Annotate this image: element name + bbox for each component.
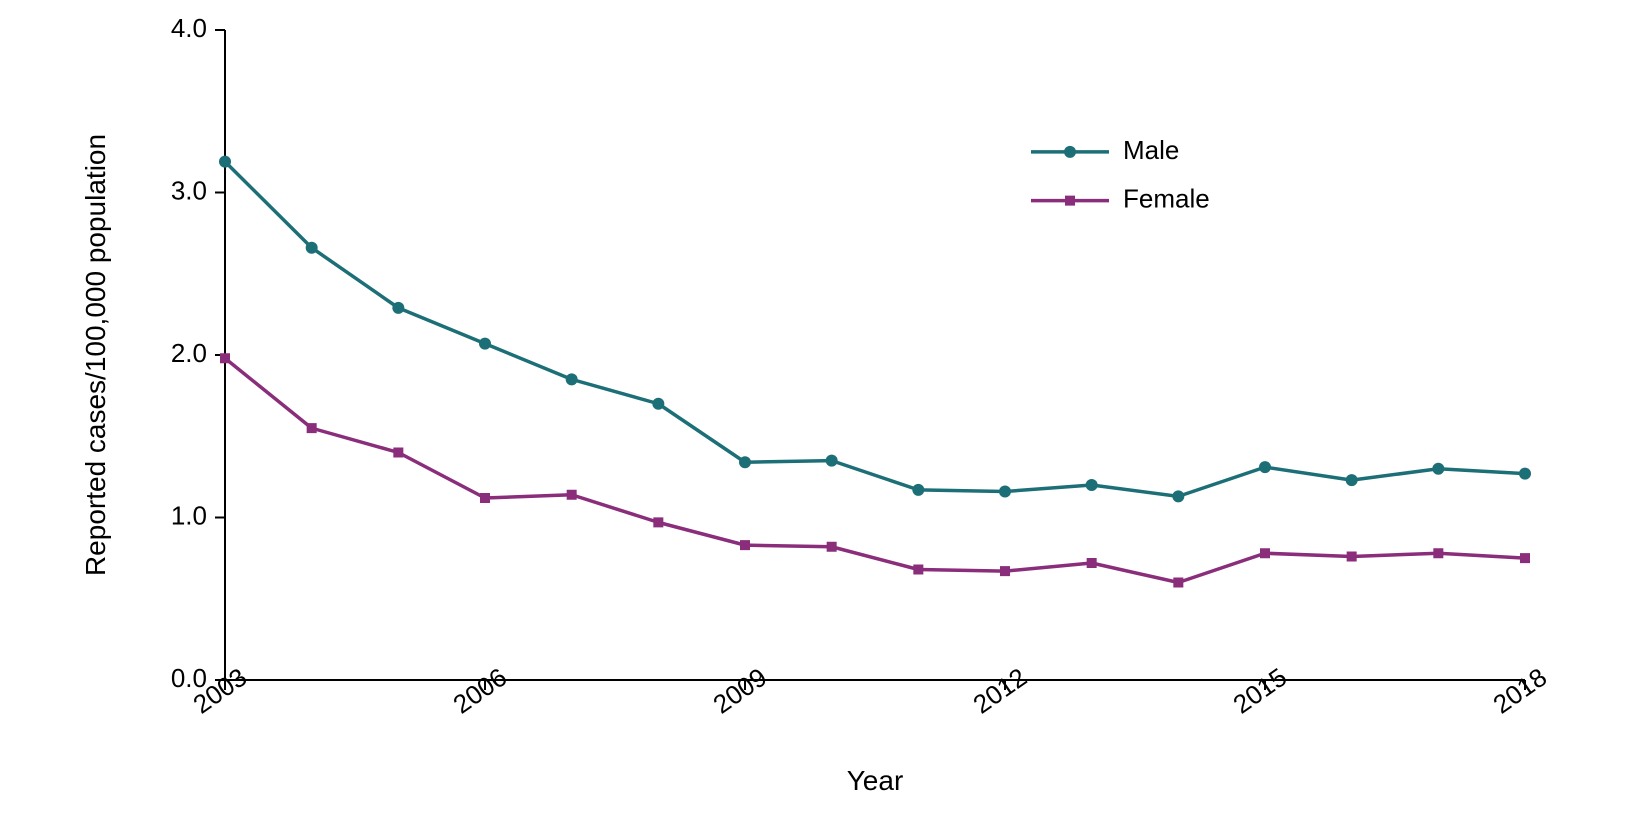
chart-container: 0.01.02.03.04.0200320062009201220152018R… [0,0,1651,826]
y-axis-title: Reported cases/100,000 population [80,134,111,576]
series-marker-female [1520,553,1530,563]
series-marker-male [652,398,664,410]
series-marker-female [1260,548,1270,558]
legend-marker-female [1065,196,1075,206]
series-marker-male [1086,479,1098,491]
series-marker-male [1346,474,1358,486]
series-marker-male [1519,468,1531,480]
series-marker-female [1087,558,1097,568]
x-axis-title: Year [847,765,904,796]
y-tick-label: 4.0 [171,13,207,43]
line-chart: 0.01.02.03.04.0200320062009201220152018R… [0,0,1651,826]
series-marker-female [1433,548,1443,558]
y-tick-label: 3.0 [171,175,207,205]
series-marker-male [566,373,578,385]
series-marker-female [480,493,490,503]
series-marker-male [826,455,838,467]
series-marker-male [219,156,231,168]
series-marker-female [567,490,577,500]
series-marker-female [740,540,750,550]
series-marker-female [1347,552,1357,562]
series-marker-male [912,484,924,496]
chart-background [0,0,1651,826]
y-tick-label: 2.0 [171,338,207,368]
series-marker-female [1173,578,1183,588]
series-marker-male [479,338,491,350]
series-marker-female [393,448,403,458]
legend-marker-male [1064,146,1076,158]
legend-label-female: Female [1123,184,1210,214]
series-marker-female [307,423,317,433]
series-marker-female [827,542,837,552]
series-marker-male [1259,461,1271,473]
y-tick-label: 1.0 [171,500,207,530]
series-marker-male [1172,490,1184,502]
series-marker-male [739,456,751,468]
series-marker-male [1432,463,1444,475]
series-marker-male [392,302,404,314]
series-marker-male [306,242,318,254]
series-marker-male [999,486,1011,498]
series-marker-female [653,517,663,527]
series-marker-female [220,353,230,363]
legend-label-male: Male [1123,135,1179,165]
series-marker-female [913,565,923,575]
series-marker-female [1000,566,1010,576]
